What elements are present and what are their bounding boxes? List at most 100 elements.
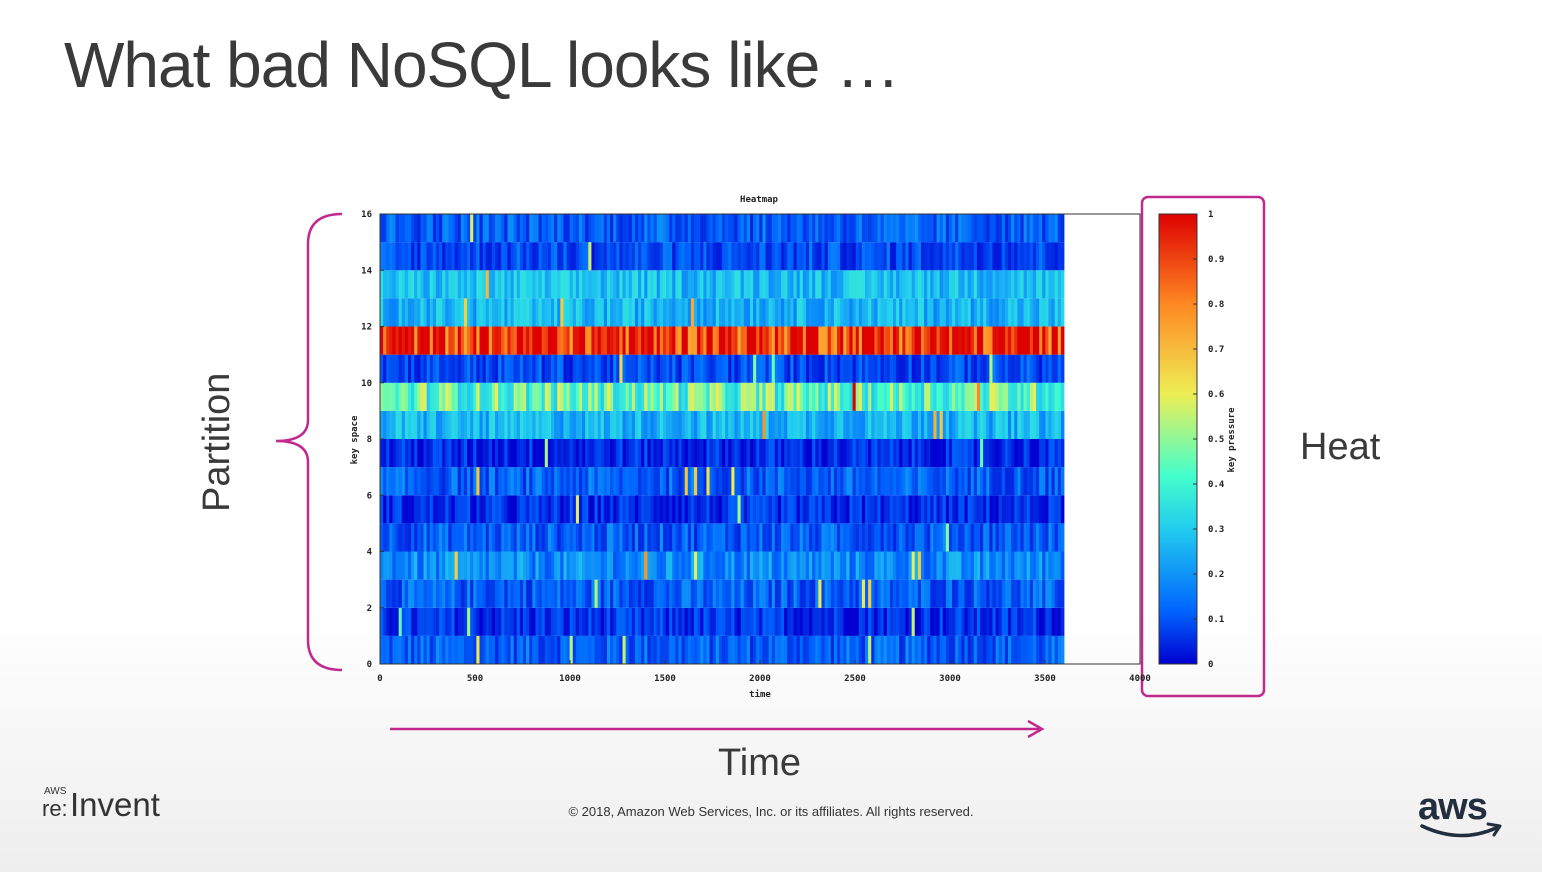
heatmap-cell bbox=[849, 354, 853, 383]
heatmap-cell bbox=[787, 635, 791, 665]
heatmap-cell bbox=[980, 467, 984, 496]
heatmap-cell bbox=[1026, 551, 1031, 580]
heatmap-cell bbox=[1026, 298, 1031, 327]
heatmap-cell bbox=[911, 298, 916, 327]
heatmap-cell bbox=[865, 242, 869, 271]
heatmap-cell bbox=[687, 214, 692, 243]
heatmap-cell bbox=[563, 467, 567, 496]
heatmap-cell bbox=[917, 439, 922, 468]
heatmap-cell bbox=[417, 354, 421, 383]
heatmap-cell bbox=[442, 214, 446, 243]
heatmap-cell bbox=[924, 354, 928, 383]
heatmap-cell bbox=[420, 326, 424, 355]
heatmap-cell bbox=[970, 354, 975, 383]
heatmap-cell bbox=[703, 382, 707, 411]
heatmap-cell bbox=[495, 551, 499, 580]
heatmap-cell bbox=[610, 242, 614, 271]
heatmap-cell bbox=[927, 214, 931, 243]
heatmap-cell bbox=[523, 467, 527, 496]
heatmap-cell bbox=[634, 214, 639, 243]
heatmap-cell bbox=[516, 410, 521, 440]
heatmap-cell bbox=[809, 382, 813, 411]
heatmap-cell bbox=[973, 467, 978, 496]
heatmap-cell bbox=[1054, 270, 1059, 299]
heatmap-cell bbox=[902, 326, 906, 355]
heatmap-cell bbox=[889, 579, 894, 608]
heatmap-cell bbox=[613, 523, 617, 552]
heatmap-cell bbox=[908, 298, 913, 327]
heatmap-cell bbox=[740, 298, 745, 327]
heatmap-cell bbox=[883, 298, 888, 327]
heatmap-cell bbox=[843, 551, 847, 580]
heatmap-cell bbox=[784, 607, 788, 636]
heatmap-cell bbox=[485, 439, 490, 468]
heatmap-cell bbox=[846, 410, 850, 440]
heatmap-cell bbox=[722, 439, 726, 468]
heatmap-cell bbox=[1060, 635, 1065, 665]
heatmap-cell bbox=[582, 551, 586, 580]
heatmap-cell bbox=[650, 382, 654, 411]
heatmap-cell bbox=[501, 635, 505, 665]
heatmap-cell bbox=[1008, 551, 1012, 580]
heatmap-cell bbox=[1008, 382, 1012, 411]
heatmap-cell bbox=[538, 242, 543, 271]
heatmap-cell bbox=[818, 354, 822, 383]
heatmap-cell bbox=[980, 495, 984, 524]
heatmap-cell bbox=[995, 579, 1000, 608]
heatmap-cell bbox=[818, 382, 822, 411]
heatmap-cell bbox=[404, 326, 409, 355]
heatmap-cell bbox=[805, 382, 810, 411]
heatmap-cell bbox=[675, 607, 679, 636]
heatmap-cell bbox=[874, 410, 878, 440]
heatmap-cell bbox=[992, 551, 996, 580]
heatmap-cell bbox=[597, 467, 602, 496]
heatmap-cell bbox=[656, 382, 661, 411]
heatmap-cell bbox=[532, 410, 536, 440]
heatmap-cell bbox=[575, 635, 580, 665]
heatmap-cell bbox=[423, 607, 428, 636]
heatmap-cell bbox=[855, 410, 860, 440]
heatmap-cell bbox=[501, 607, 505, 636]
heatmap-cell bbox=[662, 242, 667, 271]
heatmap-cell bbox=[638, 214, 642, 243]
heatmap-cell bbox=[986, 382, 990, 411]
heatmap-cell bbox=[600, 354, 605, 383]
heatmap-cell bbox=[793, 579, 798, 608]
heatmap-cell bbox=[715, 551, 720, 580]
heatmap-cell bbox=[417, 467, 421, 496]
heatmap-cell bbox=[759, 298, 763, 327]
heatmap-cell bbox=[622, 523, 627, 552]
heatmap-cell bbox=[734, 270, 738, 299]
heatmap-cell bbox=[638, 382, 642, 411]
heatmap-cell bbox=[930, 270, 934, 299]
heatmap-cell bbox=[600, 635, 605, 665]
heatmap-cell bbox=[641, 214, 645, 243]
heatmap-cell bbox=[809, 298, 813, 327]
heatmap-cell bbox=[759, 579, 763, 608]
heatmap-cell bbox=[1004, 270, 1009, 299]
heatmap-cell bbox=[572, 495, 577, 524]
heatmap-cell bbox=[451, 467, 456, 496]
heatmap-cell bbox=[849, 298, 853, 327]
heatmap-cell bbox=[445, 467, 449, 496]
heatmap-cell bbox=[759, 242, 763, 271]
heatmap-cell bbox=[715, 635, 720, 665]
heatmap-cell bbox=[961, 579, 965, 608]
heatmap-cell bbox=[482, 382, 487, 411]
heatmap-cell bbox=[439, 242, 443, 271]
heatmap-cell bbox=[740, 495, 745, 524]
heatmap-cell bbox=[737, 270, 742, 299]
heatmap-cell bbox=[681, 635, 686, 665]
heatmap-cell bbox=[746, 495, 751, 524]
heatmap-cell bbox=[759, 495, 763, 524]
heatmap-cell bbox=[712, 523, 717, 552]
heatmap-cell bbox=[485, 270, 490, 299]
heatmap-cell bbox=[638, 326, 642, 355]
heatmap-cell bbox=[631, 467, 636, 496]
heatmap-cell bbox=[448, 298, 452, 327]
heatmap-cell bbox=[1060, 551, 1065, 580]
heatmap-cell bbox=[616, 382, 620, 411]
heatmap-cell bbox=[924, 523, 928, 552]
heatmap-cell bbox=[762, 579, 766, 608]
heatmap-cell bbox=[432, 298, 437, 327]
